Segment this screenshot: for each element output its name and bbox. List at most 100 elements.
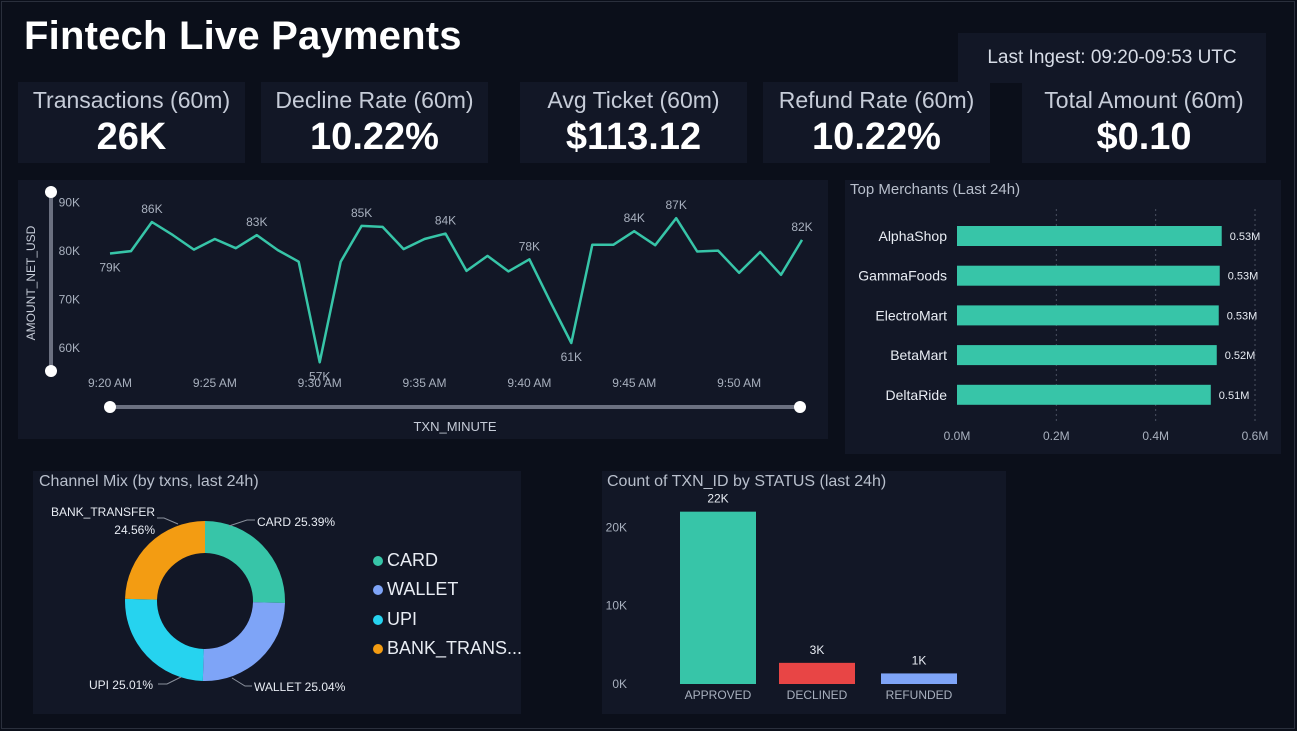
x-tick-label: 0.4M	[1142, 429, 1169, 443]
legend-swatch	[373, 614, 383, 625]
data-label: 87K	[666, 198, 687, 212]
kpi-label: Decline Rate (60m)	[275, 87, 474, 113]
channel-mix-title: Channel Mix (by txns, last 24h)	[39, 473, 259, 490]
x-tick-label: 9:25 AM	[193, 376, 237, 390]
kpi-label: Avg Ticket (60m)	[547, 87, 720, 113]
status-count-title: Count of TXN_ID by STATUS (last 24h)	[607, 473, 887, 490]
bar-value-label: 1K	[912, 653, 927, 667]
legend-item-bank-transfer[interactable]: BANK_TRANS...	[373, 638, 522, 659]
kpi-avg-ticket-card: Avg Ticket (60m) $113.12	[520, 82, 747, 163]
legend-swatch	[373, 584, 383, 595]
slice-label: BANK_TRANSFER	[51, 505, 155, 519]
x-range-slider-handle-right[interactable]	[794, 401, 806, 413]
category-label: REFUNDED	[886, 688, 953, 702]
y-tick-label: 0K	[612, 677, 627, 691]
kpi-label: Transactions (60m)	[32, 87, 231, 113]
amount-series-line	[109, 216, 804, 364]
category-label: DECLINED	[787, 688, 848, 702]
bar-value-label: 3K	[810, 643, 825, 657]
leader-line	[231, 677, 252, 687]
bar-value-label: 22K	[707, 492, 728, 506]
slice-label: UPI 25.01%	[89, 678, 153, 692]
kpi-total-amount-card: Total Amount (60m) $0.10	[1022, 82, 1266, 163]
y-tick-label: 10K	[606, 599, 627, 613]
last-ingest-badge: Last Ingest: 09:20-09:53 UTC	[958, 33, 1266, 83]
donut-slice-bank-transfer[interactable]	[125, 521, 205, 600]
y-axis-title: AMOUNT_NET_USD	[24, 225, 38, 340]
y-tick-label: 60K	[59, 341, 80, 355]
page-title: Fintech Live Payments	[24, 14, 462, 58]
legend-item-upi[interactable]: UPI	[373, 609, 417, 630]
kpi-transactions-card: Transactions (60m) 26K	[18, 82, 245, 163]
legend-item-wallet[interactable]: WALLET	[373, 579, 458, 600]
bar-value-label: 0.53M	[1227, 310, 1258, 322]
kpi-value: $0.10	[1096, 116, 1192, 158]
x-range-slider-handle-left[interactable]	[104, 401, 116, 413]
merchant-bar[interactable]	[957, 265, 1220, 286]
slice-label: 24.56%	[114, 523, 155, 537]
leader-line	[228, 519, 255, 527]
status-bar[interactable]	[881, 673, 957, 684]
merchant-bar[interactable]	[957, 345, 1217, 366]
status-count-panel: Count of TXN_ID by STATUS (last 24h) 20K…	[602, 471, 1006, 714]
merchant-bar[interactable]	[957, 226, 1222, 246]
top-merchants-title: Top Merchants (Last 24h)	[850, 181, 1021, 198]
data-label: 79K	[99, 260, 120, 274]
x-tick-label: 0.6M	[1242, 429, 1269, 443]
legend-label: CARD	[387, 550, 439, 570]
y-range-slider-handle-bottom[interactable]	[45, 365, 57, 377]
kpi-decline-rate-card: Decline Rate (60m) 10.22%	[261, 82, 488, 163]
data-label: 86K	[141, 202, 162, 216]
y-range-slider-handle-top[interactable]	[45, 186, 57, 198]
bar-value-label: 0.51M	[1219, 390, 1250, 402]
x-tick-label: 9:40 AM	[507, 376, 551, 390]
channel-mix-donut: CARD 25.39% WALLET 25.04% UPI 25.01% BANK_T…	[51, 505, 346, 694]
top-merchants-panel: Top Merchants (Last 24h) 0.0M 0.2M 0.4M 0.6…	[845, 180, 1281, 454]
data-label: 84K	[624, 211, 645, 225]
category-label: AlphaShop	[878, 228, 947, 244]
legend-item-card[interactable]: CARD	[373, 550, 438, 571]
category-label: ElectroMart	[875, 307, 947, 323]
x-tick-label: 9:20 AM	[88, 376, 132, 390]
data-label: 82K	[791, 220, 812, 234]
x-tick-label: 0.0M	[944, 429, 971, 443]
x-tick-label: 9:30 AM	[298, 376, 342, 390]
x-tick-label: 9:35 AM	[403, 376, 447, 390]
data-label: 78K	[519, 239, 540, 253]
category-label: DeltaRide	[886, 387, 948, 403]
legend-label: BANK_TRANS...	[387, 638, 523, 658]
status-bar[interactable]	[779, 662, 855, 684]
x-axis-title: TXN_MINUTE	[413, 419, 496, 434]
slice-label: CARD 25.39%	[257, 515, 335, 529]
y-tick-label: 80K	[59, 244, 80, 258]
data-label: 84K	[435, 214, 456, 228]
kpi-value: 26K	[96, 116, 167, 158]
bar-value-label: 0.53M	[1228, 271, 1259, 283]
donut-slice-wallet[interactable]	[202, 602, 285, 681]
kpi-value: 10.22%	[812, 116, 941, 158]
status-count-chart: 20K 10K 0K 22K APPROVED 3K DECLINED 1K REFUNDED	[606, 492, 957, 702]
leader-line	[158, 676, 182, 685]
legend-label: UPI	[387, 609, 418, 629]
leader-line	[157, 517, 179, 525]
merchant-bar[interactable]	[957, 305, 1219, 326]
donut-slice-card[interactable]	[205, 521, 285, 603]
kpi-label: Total Amount (60m)	[1044, 87, 1244, 113]
merchant-bar[interactable]	[957, 384, 1211, 405]
kpi-label: Refund Rate (60m)	[778, 87, 975, 113]
y-tick-label: 90K	[59, 196, 80, 210]
y-tick-label: 20K	[606, 520, 627, 534]
data-label: 85K	[351, 206, 372, 220]
amount-line-chart: 90K 80K 70K 60K 9:20 AM 9:25 AM 9:30 AM 9:35 AM…	[24, 186, 813, 434]
amount-line-panel: 90K 80K 70K 60K 9:20 AM 9:25 AM 9:30 AM 9:35 AM…	[18, 180, 828, 439]
kpi-value: 10.22%	[310, 116, 439, 158]
bar-value-label: 0.52M	[1225, 350, 1256, 362]
category-label: APPROVED	[685, 688, 752, 702]
status-bar[interactable]	[680, 511, 756, 684]
donut-slice-upi[interactable]	[125, 598, 204, 681]
kpi-value: $113.12	[565, 116, 702, 158]
kpi-refund-rate-card: Refund Rate (60m) 10.22%	[763, 82, 990, 163]
x-tick-label: 9:50 AM	[717, 376, 761, 390]
category-label: BetaMart	[890, 347, 947, 363]
top-merchants-chart: 0.0M 0.2M 0.4M 0.6M AlphaShop 0.53M GammaFoods…	[858, 209, 1269, 443]
